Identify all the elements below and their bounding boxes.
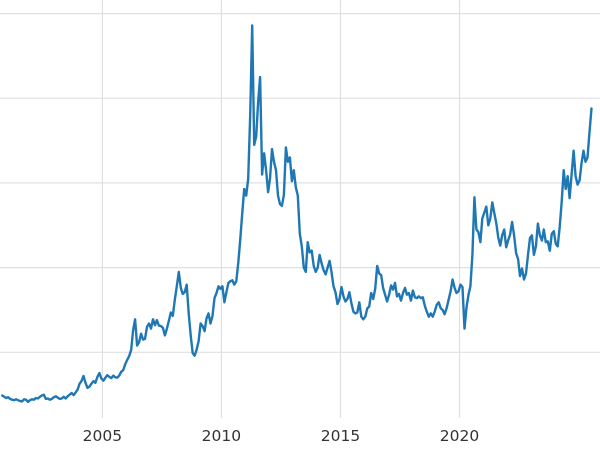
price-line bbox=[1, 24, 593, 404]
x-tick-label: 2005 bbox=[83, 427, 122, 445]
gridlines bbox=[0, 0, 600, 418]
x-tick-label: 2020 bbox=[440, 427, 479, 445]
x-axis-tick-labels: 2005 2010 2015 2020 bbox=[83, 427, 480, 445]
x-tick-label: 2015 bbox=[321, 427, 360, 445]
x-tick-label: 2010 bbox=[202, 427, 241, 445]
